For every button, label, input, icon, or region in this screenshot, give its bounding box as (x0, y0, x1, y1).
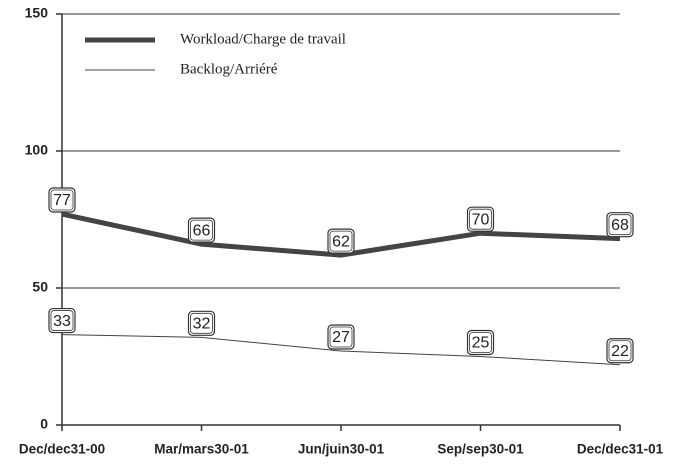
y-tick-label: 0 (40, 416, 48, 432)
data-label-box-inner (190, 219, 213, 241)
data-label-box (466, 329, 495, 356)
data-label-box-inner (608, 340, 632, 362)
data-label-box (48, 307, 76, 334)
data-label: 25 (472, 335, 490, 352)
y-tick-label: 150 (25, 5, 49, 21)
data-label-box-inner (50, 189, 74, 211)
data-label-box (606, 212, 634, 238)
data-label-box-inner (469, 332, 492, 353)
data-label: 32 (193, 316, 211, 333)
data-label-box (327, 324, 355, 350)
series-line (61, 211, 621, 258)
data-label-box-inner (608, 214, 632, 236)
data-label: 33 (53, 313, 71, 330)
data-label-box-inner (329, 326, 353, 348)
data-label-box (187, 217, 216, 243)
data-label-box (187, 310, 216, 336)
data-label: 62 (332, 233, 350, 250)
data-label-box (466, 206, 495, 232)
data-label-box (48, 187, 76, 213)
data-label: 70 (472, 211, 490, 228)
y-tick-label: 100 (25, 142, 49, 158)
data-label: 22 (611, 343, 629, 360)
data-label-box-inner (190, 312, 213, 334)
data-label-box (327, 228, 355, 254)
data-label-box-inner (329, 230, 353, 252)
x-tick-label: Mar/mars30-01 (154, 442, 249, 457)
series-line (61, 334, 621, 366)
x-tick-label: Dec/dec31-00 (19, 442, 105, 457)
x-tick-label: Jun/juin30-01 (298, 442, 385, 457)
legend-label: Backlog/Arriéré (180, 61, 278, 77)
data-label-box (606, 338, 634, 364)
y-tick-label: 50 (32, 279, 48, 295)
data-label: 66 (193, 222, 211, 239)
data-label: 27 (332, 329, 350, 346)
data-label: 77 (53, 192, 71, 209)
data-label-box-inner (469, 208, 492, 230)
legend-label: Workload/Charge de travail (180, 31, 346, 47)
data-label: 68 (611, 217, 629, 234)
x-tick-label: Dec/dec31-01 (577, 442, 664, 457)
data-label-box-inner (50, 310, 74, 331)
x-tick-label: Sep/sep30-01 (437, 442, 524, 457)
